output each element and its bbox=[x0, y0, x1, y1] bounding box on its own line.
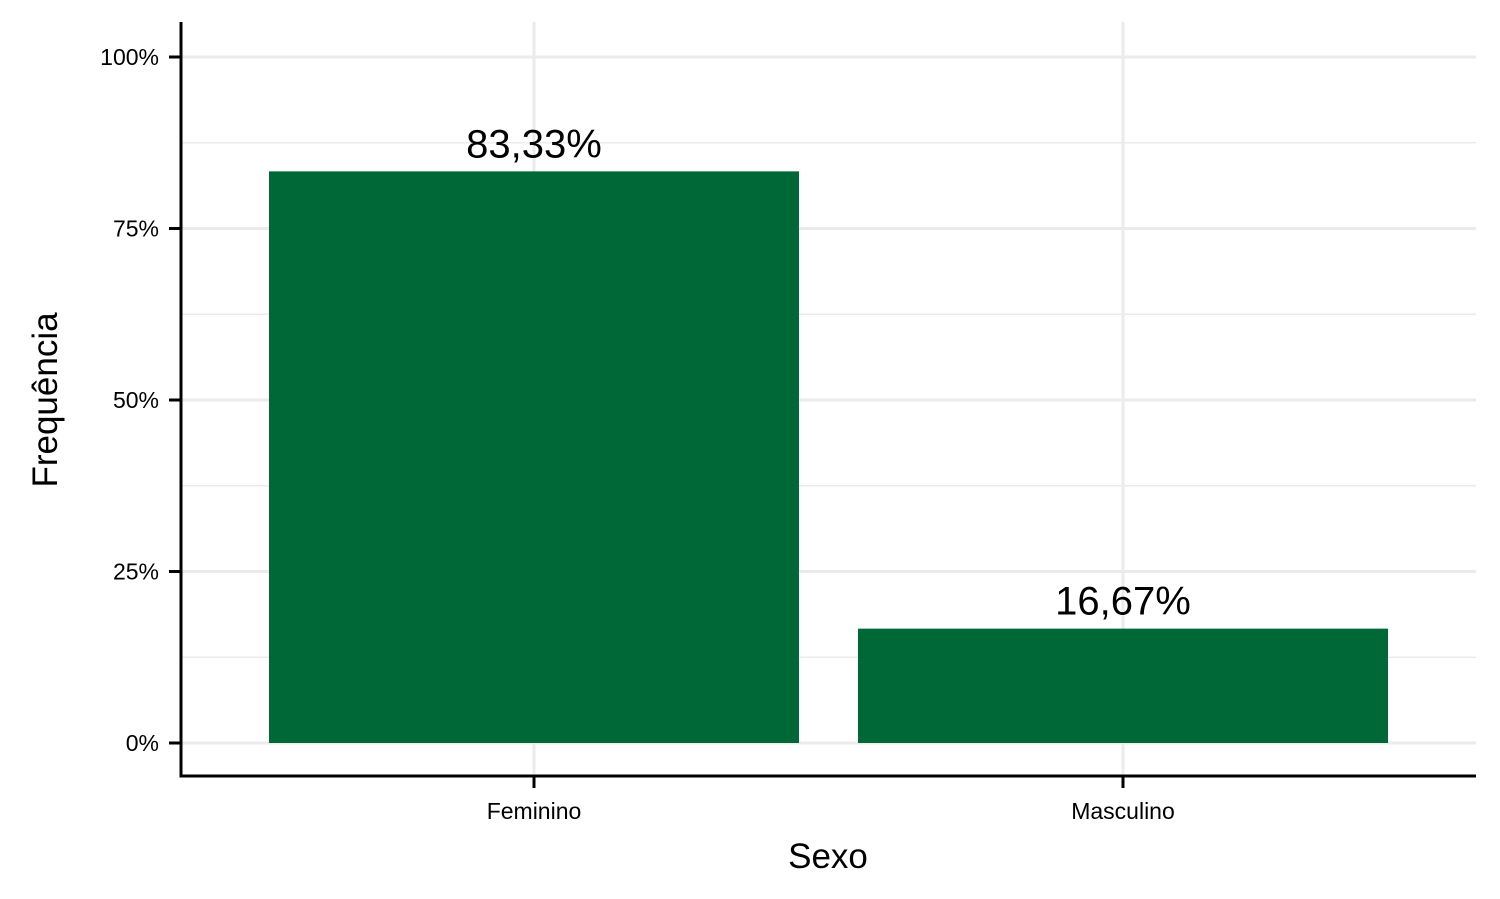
y-tick-label: 25% bbox=[113, 559, 159, 585]
data-labels: 83,33% 16,67% bbox=[466, 122, 1191, 623]
bars bbox=[269, 171, 1388, 743]
ticks: 0% 25% 50% 75% 100% Feminino Masculino bbox=[100, 44, 1175, 824]
data-label: 16,67% bbox=[1055, 580, 1191, 624]
y-tick-label: 50% bbox=[113, 387, 159, 413]
bar-feminino bbox=[269, 171, 799, 743]
data-label: 83,33% bbox=[466, 122, 602, 166]
y-tick-label: 75% bbox=[113, 216, 159, 242]
x-tick-label: Feminino bbox=[487, 798, 582, 824]
y-tick-label: 100% bbox=[100, 44, 159, 70]
bar-masculino bbox=[858, 628, 1388, 743]
y-tick-label: 0% bbox=[126, 730, 159, 756]
x-tick-label: Masculino bbox=[1071, 798, 1175, 824]
x-axis-title: Sexo bbox=[788, 837, 868, 876]
y-axis-title: Frequência bbox=[26, 312, 65, 488]
